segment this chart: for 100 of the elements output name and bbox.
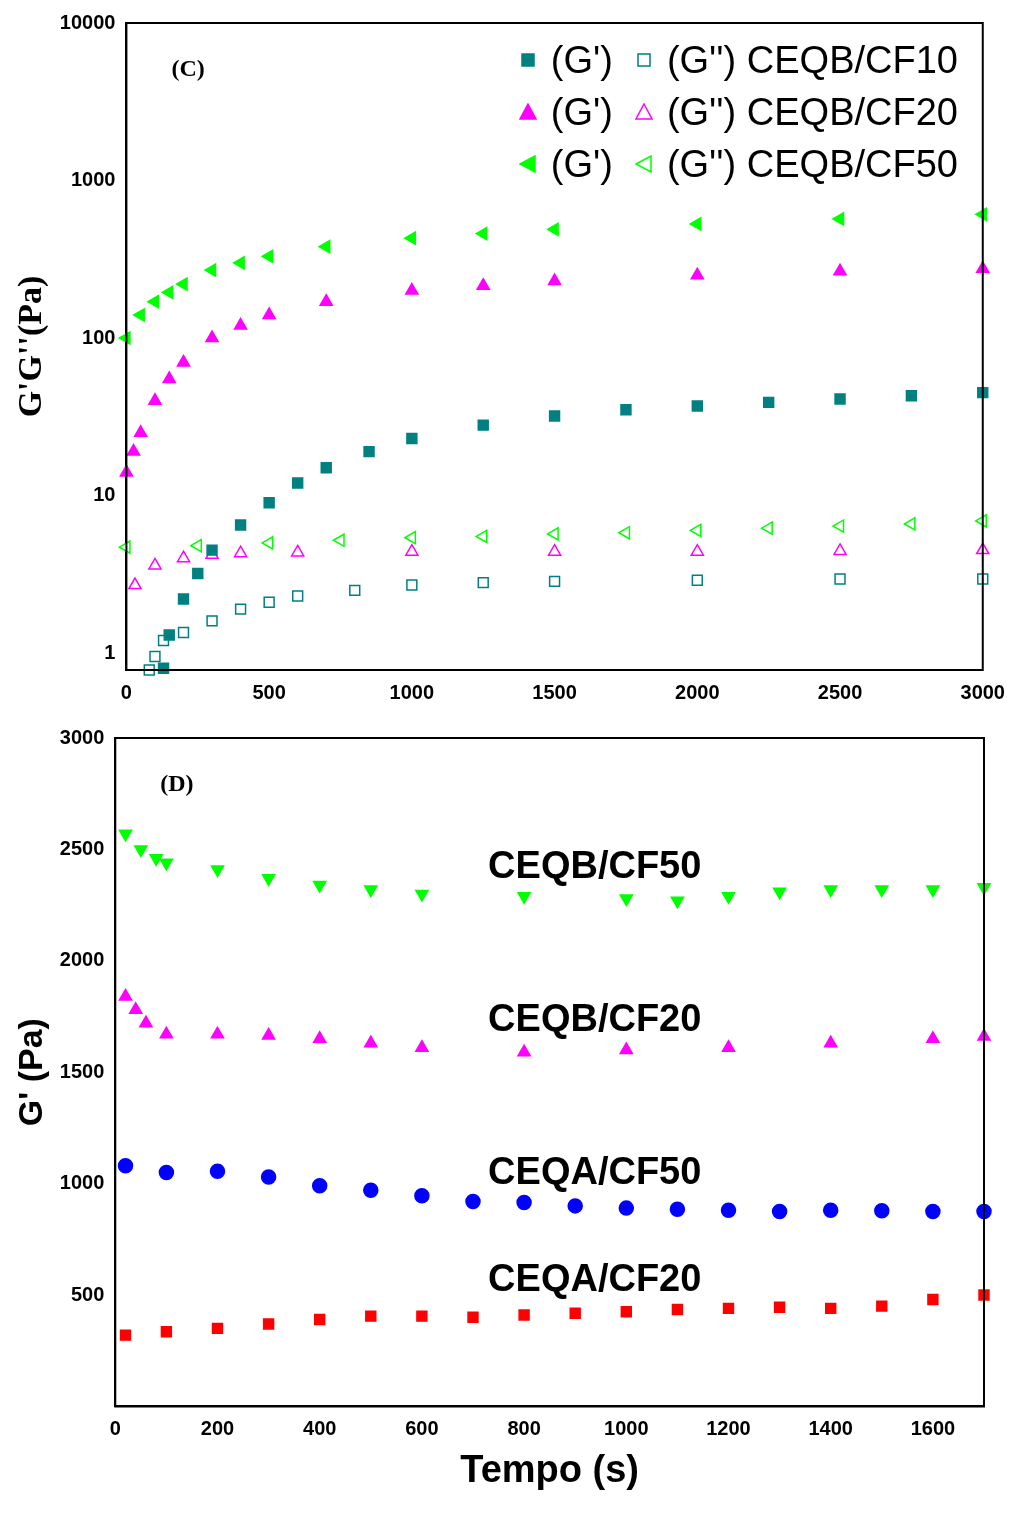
point <box>905 390 918 402</box>
point <box>118 829 133 842</box>
point <box>117 1158 134 1174</box>
point <box>546 222 559 237</box>
point <box>548 575 561 588</box>
x-tick-label: 400 <box>303 1416 337 1439</box>
point <box>760 521 773 536</box>
point <box>318 239 331 254</box>
point <box>233 317 248 330</box>
x-tick-label: 1200 <box>706 1416 751 1439</box>
point <box>903 517 916 531</box>
point <box>619 894 634 907</box>
point <box>132 308 145 322</box>
point <box>261 249 274 264</box>
point <box>772 887 787 900</box>
point <box>762 396 775 409</box>
point <box>771 1203 788 1220</box>
point <box>232 256 245 270</box>
point <box>876 1300 888 1312</box>
x-tick-label: 2500 <box>817 680 863 703</box>
point <box>618 525 631 540</box>
point <box>475 226 488 241</box>
point <box>414 1188 430 1204</box>
point <box>312 880 327 893</box>
point <box>176 550 191 563</box>
point <box>160 1326 173 1338</box>
point <box>671 1303 684 1316</box>
x-tick-label: 1000 <box>389 680 435 703</box>
point <box>210 865 225 878</box>
point <box>825 1302 837 1315</box>
y-tick-label: 10000 <box>59 10 116 33</box>
annotation: (C) <box>171 55 205 82</box>
point <box>349 584 361 597</box>
point <box>546 527 559 541</box>
point <box>204 263 217 277</box>
point <box>262 1318 275 1330</box>
point <box>517 891 531 904</box>
point <box>234 603 247 615</box>
y-tick-label: 1500 <box>59 1059 105 1082</box>
x-tick-label: 0 <box>109 1416 121 1439</box>
point <box>926 885 940 898</box>
legend-label: (G') <box>550 142 613 187</box>
x-tick-label: 800 <box>507 1416 541 1439</box>
point <box>134 845 148 858</box>
point <box>233 545 248 558</box>
point <box>721 891 736 904</box>
point <box>404 231 417 246</box>
point <box>263 497 275 509</box>
point <box>547 543 562 556</box>
x-tick-label: 200 <box>200 1416 235 1439</box>
point <box>313 1313 326 1326</box>
y-tick-label: 2000 <box>59 948 105 971</box>
point <box>620 404 632 416</box>
point <box>691 574 704 586</box>
x-tick-label: 1400 <box>808 1416 853 1439</box>
point <box>206 544 218 556</box>
x-tick-label: 2000 <box>675 680 720 703</box>
point <box>689 523 702 538</box>
point <box>311 1178 328 1194</box>
point <box>406 432 418 445</box>
legend-label: (G'') CEQB/CF20 <box>666 90 958 135</box>
point <box>547 273 562 286</box>
point <box>119 1329 132 1341</box>
x-axis-title: Tempo (s) <box>460 1447 640 1490</box>
point <box>467 1311 479 1323</box>
point <box>404 530 417 545</box>
y-tick-label: 1000 <box>59 1171 105 1194</box>
x-tick-label: 1000 <box>604 1416 649 1439</box>
point <box>405 543 419 556</box>
x-tick-label: 3000 <box>960 680 1005 703</box>
point <box>262 307 276 320</box>
point <box>363 885 378 898</box>
point <box>722 1302 735 1315</box>
point <box>319 293 334 306</box>
point <box>874 1203 890 1219</box>
point <box>518 1309 530 1321</box>
point <box>260 1169 277 1185</box>
point <box>476 277 491 290</box>
point <box>149 854 163 867</box>
point <box>261 874 276 887</box>
legend-label: (G'') CEQB/CF50 <box>666 142 958 187</box>
series-label: CEQB/CF20 <box>488 997 702 1040</box>
point <box>475 529 488 544</box>
y-tick-label: 10 <box>93 483 116 506</box>
y-tick-label: 2500 <box>59 836 105 859</box>
x-tick-label: 0 <box>120 680 132 703</box>
point <box>834 393 846 405</box>
point <box>192 567 204 580</box>
point <box>190 538 203 553</box>
y-tick-label: 100 <box>82 325 116 348</box>
x-tick-label: 1600 <box>910 1416 956 1439</box>
legend-label: (G') <box>550 90 613 135</box>
point <box>290 544 305 557</box>
point <box>159 858 174 871</box>
point <box>175 277 188 291</box>
point <box>363 1182 379 1199</box>
point <box>147 294 160 309</box>
point <box>148 392 162 405</box>
point <box>690 267 705 280</box>
point <box>689 217 702 231</box>
